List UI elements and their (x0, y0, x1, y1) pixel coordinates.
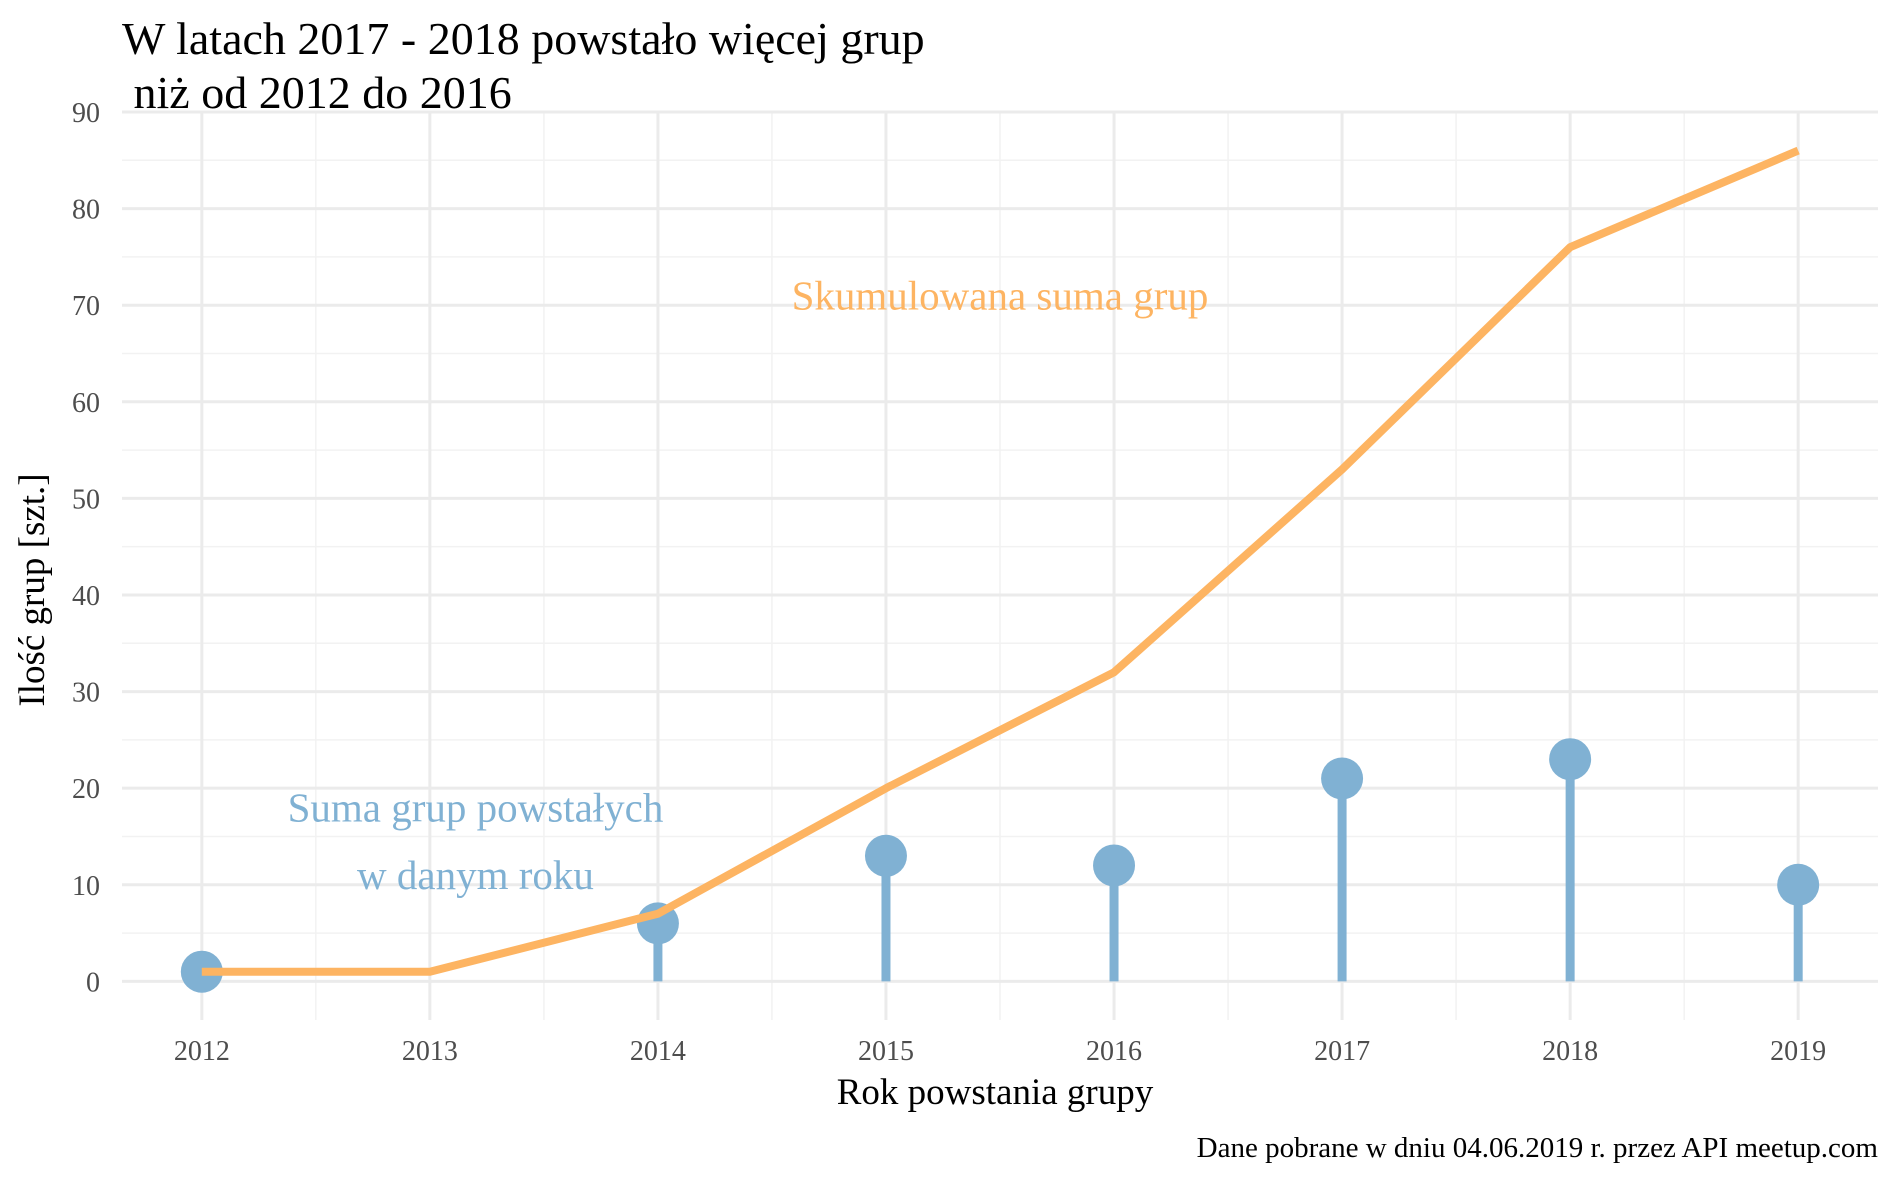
yearly-series (180, 738, 1820, 993)
grid (122, 110, 1878, 1020)
y-axis-title: Ilość grup [szt.] (12, 473, 53, 706)
x-tick-label: 2019 (1770, 1036, 1826, 1067)
y-tick-labels: 0 10 20 30 40 50 60 70 80 90 (72, 98, 100, 998)
y-tick-label: 50 (72, 484, 100, 515)
y-tick-label: 20 (72, 774, 100, 805)
x-tick-label: 2012 (174, 1036, 230, 1067)
x-tick-labels: 2012 2013 2014 2015 2016 2017 2018 2019 (174, 1036, 1826, 1067)
lollipop-point (1549, 738, 1592, 781)
caption: Dane pobrane w dniu 04.06.2019 r. przez … (1197, 1132, 1879, 1164)
y-tick-label: 80 (72, 195, 100, 226)
x-tick-label: 2016 (1086, 1036, 1142, 1067)
lollipop-point (1093, 844, 1136, 887)
y-tick-label: 90 (72, 98, 100, 129)
cumulative-series-line (201, 146, 1800, 976)
x-tick-label: 2017 (1314, 1036, 1370, 1067)
chart-title-line-1: W latach 2017 - 2018 powstało więcej gru… (122, 13, 925, 64)
annotation-label: w danym roku (357, 852, 594, 898)
y-tick-label: 30 (72, 678, 100, 709)
annotation-label: Skumulowana suma grup (792, 273, 1209, 319)
y-tick-label: 70 (72, 291, 100, 322)
lollipop-point (1321, 757, 1364, 800)
y-tick-label: 0 (86, 967, 100, 998)
y-tick-label: 60 (72, 388, 100, 419)
x-tick-label: 2018 (1542, 1036, 1598, 1067)
chart-title-line-2: niż od 2012 do 2016 (122, 67, 512, 118)
x-axis-title: Rok powstania grupy (837, 1072, 1154, 1113)
x-tick-label: 2013 (402, 1036, 458, 1067)
annotations: Skumulowana suma grup Suma grup powstałyc… (288, 273, 1209, 899)
x-tick-label: 2015 (858, 1036, 914, 1067)
y-tick-label: 10 (72, 871, 100, 902)
lollipop-point (1777, 863, 1820, 906)
annotation-label: Suma grup powstałych (288, 784, 664, 830)
lollipop-point (864, 834, 907, 877)
x-tick-label: 2014 (630, 1036, 686, 1067)
y-tick-label: 40 (72, 581, 100, 612)
